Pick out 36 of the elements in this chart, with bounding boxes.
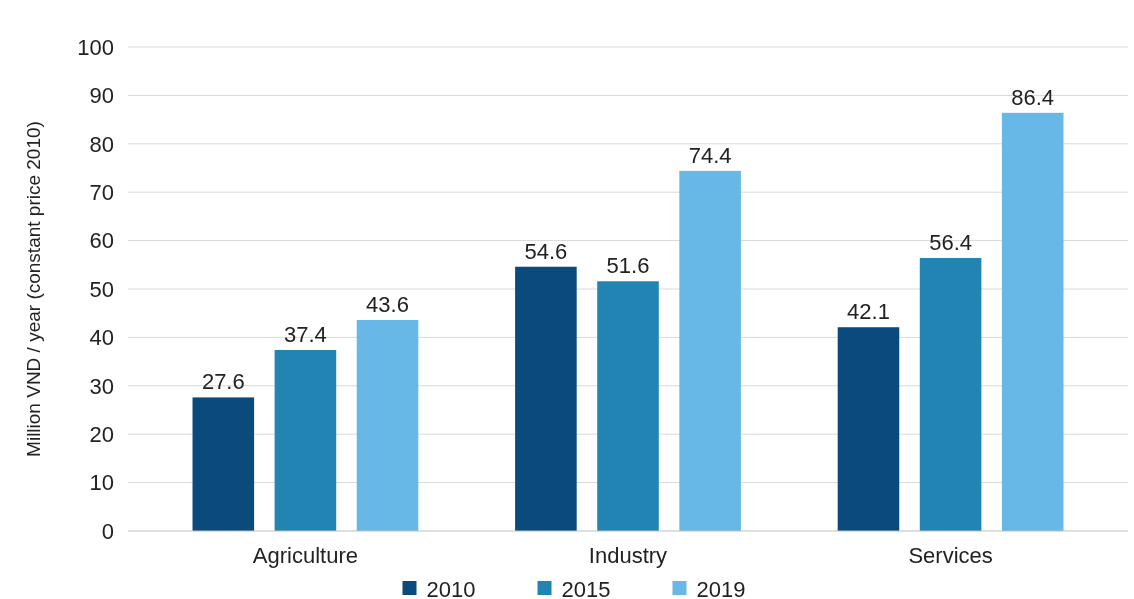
bar (837, 327, 900, 531)
bar (274, 349, 337, 531)
y-tick-label: 30 (89, 373, 114, 399)
legend-label: 2019 (696, 577, 746, 599)
data-label: 86.4 (1011, 84, 1055, 110)
x-tick-label: Industry (588, 543, 668, 568)
bar (679, 170, 741, 531)
bar (597, 281, 659, 531)
x-tick-label: Services (908, 543, 993, 568)
bar (356, 319, 419, 531)
y-tick-label: 70 (89, 179, 114, 205)
y-tick-label: 40 (89, 325, 114, 351)
data-label: 43.6 (366, 291, 409, 317)
y-tick-label: 60 (89, 228, 114, 254)
y-tick-label: 90 (89, 83, 114, 109)
bar (192, 397, 255, 531)
data-label: 27.6 (201, 369, 245, 395)
y-tick-label: 10 (89, 470, 114, 496)
data-label: 56.4 (929, 230, 972, 256)
data-label: 42.1 (847, 299, 890, 325)
legend-label: 2015 (561, 577, 611, 599)
data-label: 51.6 (606, 253, 650, 279)
y-axis-title: Million VND / year (constant price 2010) (23, 121, 44, 457)
y-tick-label: 100 (77, 34, 114, 60)
y-tick-label: 0 (101, 518, 114, 544)
data-label: 54.6 (524, 238, 568, 264)
data-label: 74.4 (688, 142, 732, 168)
y-tick-label: 20 (89, 421, 114, 447)
data-label: 37.4 (284, 321, 327, 347)
bar (515, 266, 577, 531)
legend-label: 2010 (426, 577, 476, 599)
y-tick-label: 80 (89, 131, 114, 157)
bar (1001, 112, 1064, 531)
y-tick-label: 50 (89, 276, 114, 302)
bar (919, 258, 982, 531)
x-tick-label: Agriculture (252, 543, 358, 568)
